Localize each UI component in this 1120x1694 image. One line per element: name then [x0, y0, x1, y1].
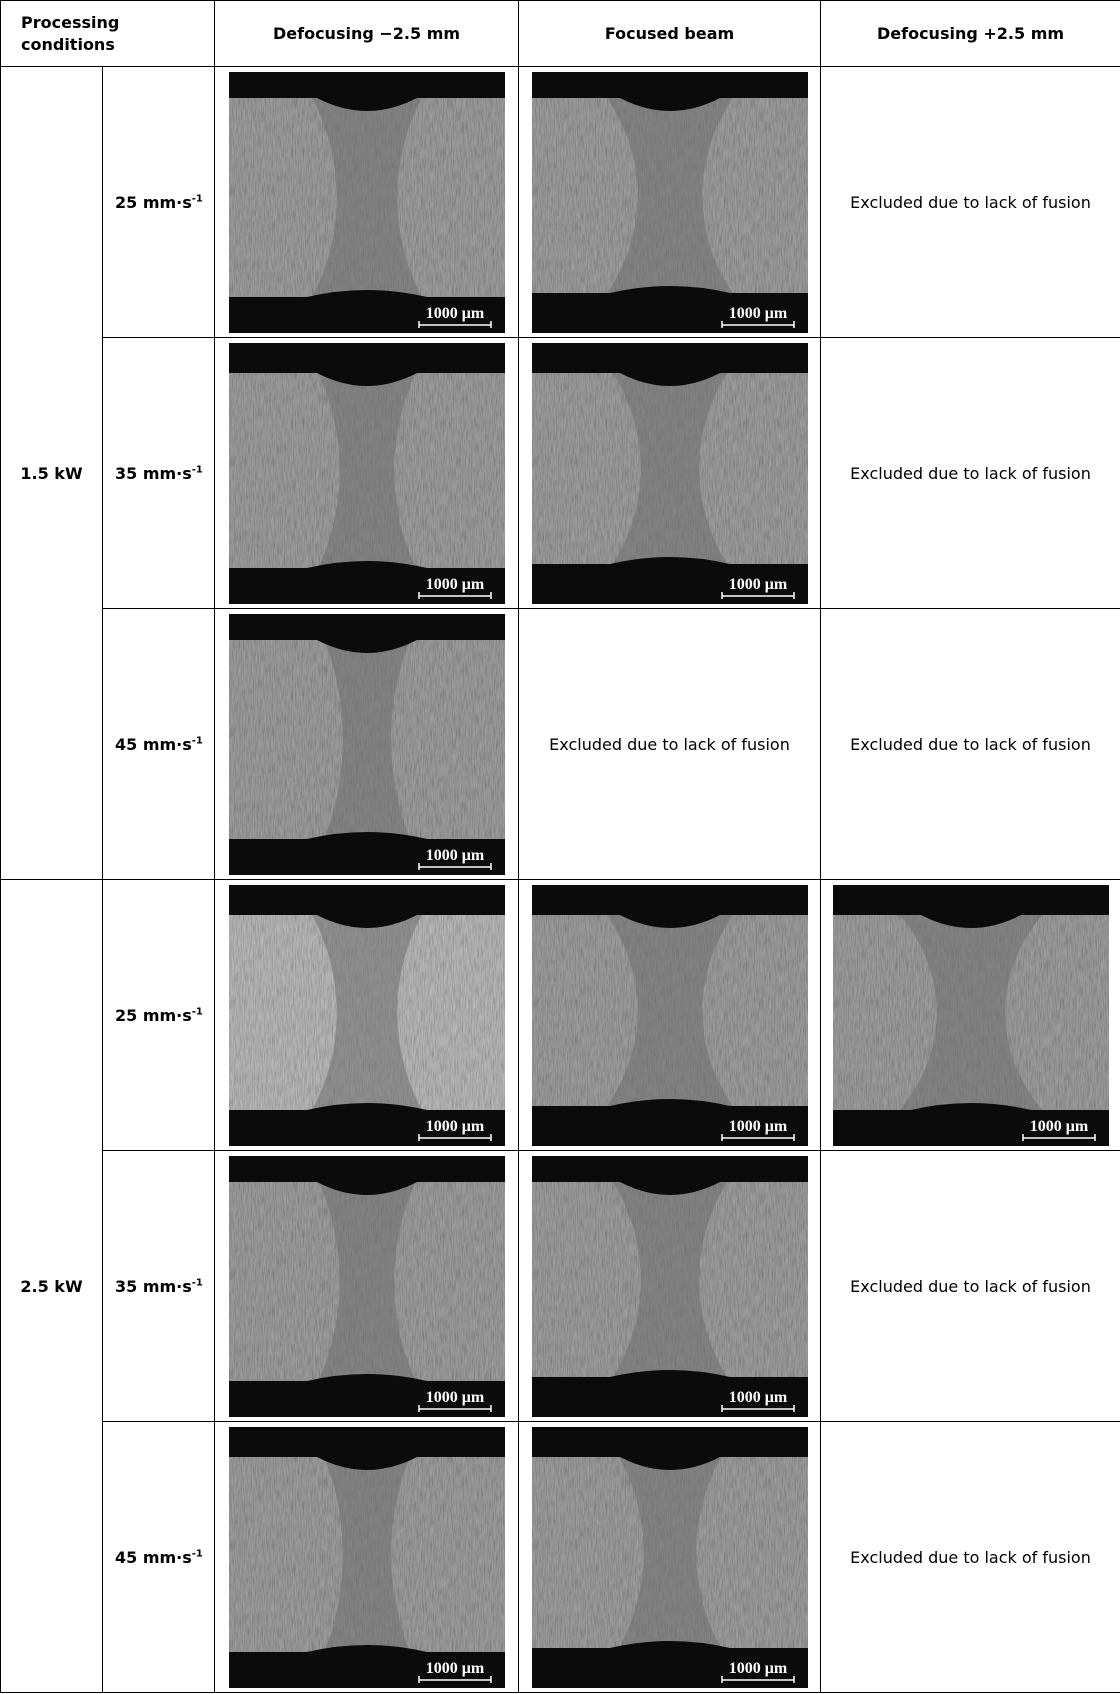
speed-cell: 45 mm·s-1	[103, 609, 215, 880]
table-row: 45 mm·s-1 1000 μm Excluded due to lack of …	[1, 609, 1120, 880]
speed-exponent: -1	[192, 1277, 203, 1288]
scale-bar-label: 1000 μm	[425, 576, 484, 593]
speed-label: 45 mm·s	[115, 735, 192, 754]
speed-cell: 25 mm·s-1	[103, 880, 215, 1151]
excluded-cell: Excluded due to lack of fusion	[821, 338, 1120, 609]
scale-bar-label: 1000 μm	[425, 305, 484, 322]
image-cell: 1000 μm	[519, 67, 821, 338]
power-cell: 1.5 kW	[1, 67, 103, 880]
image-cell: 1000 μm	[215, 1422, 519, 1693]
speed-label: 35 mm·s	[115, 464, 192, 483]
speed-cell: 45 mm·s-1	[103, 1422, 215, 1693]
speed-label: 35 mm·s	[115, 1277, 192, 1296]
scale-bar-label: 1000 μm	[728, 1389, 787, 1406]
micrograph: 1000 μm	[229, 72, 505, 333]
image-cell: 1000 μm	[215, 880, 519, 1151]
scale-bar-label: 1000 μm	[425, 1660, 484, 1677]
scale-bar-label: 1000 μm	[425, 1118, 484, 1135]
scale-bar-label: 1000 μm	[728, 1118, 787, 1135]
header-cell: Processing conditions	[1, 1, 215, 67]
micrograph: 1000 μm	[229, 1427, 505, 1688]
scale-bar-label: 1000 μm	[425, 1389, 484, 1406]
excluded-cell: Excluded due to lack of fusion	[519, 609, 821, 880]
scale-bar-label: 1000 μm	[728, 1660, 787, 1677]
speed-cell: 35 mm·s-1	[103, 338, 215, 609]
speed-exponent: -1	[192, 735, 203, 746]
scale-bar-label: 1000 μm	[728, 576, 787, 593]
micrograph: 1000 μm	[532, 885, 808, 1146]
micrograph: 1000 μm	[833, 885, 1109, 1146]
image-cell: 1000 μm	[519, 880, 821, 1151]
micrograph: 1000 μm	[229, 1156, 505, 1417]
table-row: 45 mm·s-1 1000 μm 1000 μm Excluded due to l…	[1, 1422, 1120, 1693]
micrograph: 1000 μm	[532, 343, 808, 604]
scale-bar-label: 1000 μm	[425, 847, 484, 864]
image-cell: 1000 μm	[519, 1151, 821, 1422]
micrograph: 1000 μm	[532, 1156, 808, 1417]
speed-exponent: -1	[192, 464, 203, 475]
table-row: 35 mm·s-1 1000 μm 1000 μm Excluded due to l…	[1, 338, 1120, 609]
speed-exponent: -1	[192, 1548, 203, 1559]
excluded-cell: Excluded due to lack of fusion	[821, 67, 1120, 338]
speed-exponent: -1	[192, 193, 203, 204]
scale-bar-label: 1000 μm	[728, 305, 787, 322]
speed-label: 45 mm·s	[115, 1548, 192, 1567]
image-cell: 1000 μm	[215, 338, 519, 609]
scale-bar-label: 1000 μm	[1029, 1118, 1088, 1135]
speed-label: 25 mm·s	[115, 1006, 192, 1025]
image-cell: 1000 μm	[215, 609, 519, 880]
page: Processing conditions Defocusing −2.5 mm…	[0, 0, 1120, 1694]
image-cell: 1000 μm	[519, 338, 821, 609]
header-cell: Defocusing +2.5 mm	[821, 1, 1120, 67]
results-table: Processing conditions Defocusing −2.5 mm…	[0, 0, 1120, 1693]
image-cell: 1000 μm	[821, 880, 1120, 1151]
header-cell: Defocusing −2.5 mm	[215, 1, 519, 67]
micrograph: 1000 μm	[532, 1427, 808, 1688]
speed-cell: 25 mm·s-1	[103, 67, 215, 338]
header-cell: Focused beam	[519, 1, 821, 67]
speed-exponent: -1	[192, 1006, 203, 1017]
excluded-cell: Excluded due to lack of fusion	[821, 609, 1120, 880]
speed-cell: 35 mm·s-1	[103, 1151, 215, 1422]
micrograph: 1000 μm	[229, 885, 505, 1146]
micrograph: 1000 μm	[229, 614, 505, 875]
header-row: Processing conditions Defocusing −2.5 mm…	[1, 1, 1120, 67]
image-cell: 1000 μm	[519, 1422, 821, 1693]
image-cell: 1000 μm	[215, 67, 519, 338]
excluded-cell: Excluded due to lack of fusion	[821, 1151, 1120, 1422]
speed-label: 25 mm·s	[115, 193, 192, 212]
image-cell: 1000 μm	[215, 1151, 519, 1422]
power-cell: 2.5 kW	[1, 880, 103, 1693]
table-body: 1.5 kW25 mm·s-11000 μm1000 μmExcluded du…	[1, 67, 1120, 1693]
excluded-cell: Excluded due to lack of fusion	[821, 1422, 1120, 1693]
table-row: 35 mm·s-1 1000 μm 1000 μm Excluded due to l…	[1, 1151, 1120, 1422]
micrograph: 1000 μm	[229, 343, 505, 604]
micrograph: 1000 μm	[532, 72, 808, 333]
